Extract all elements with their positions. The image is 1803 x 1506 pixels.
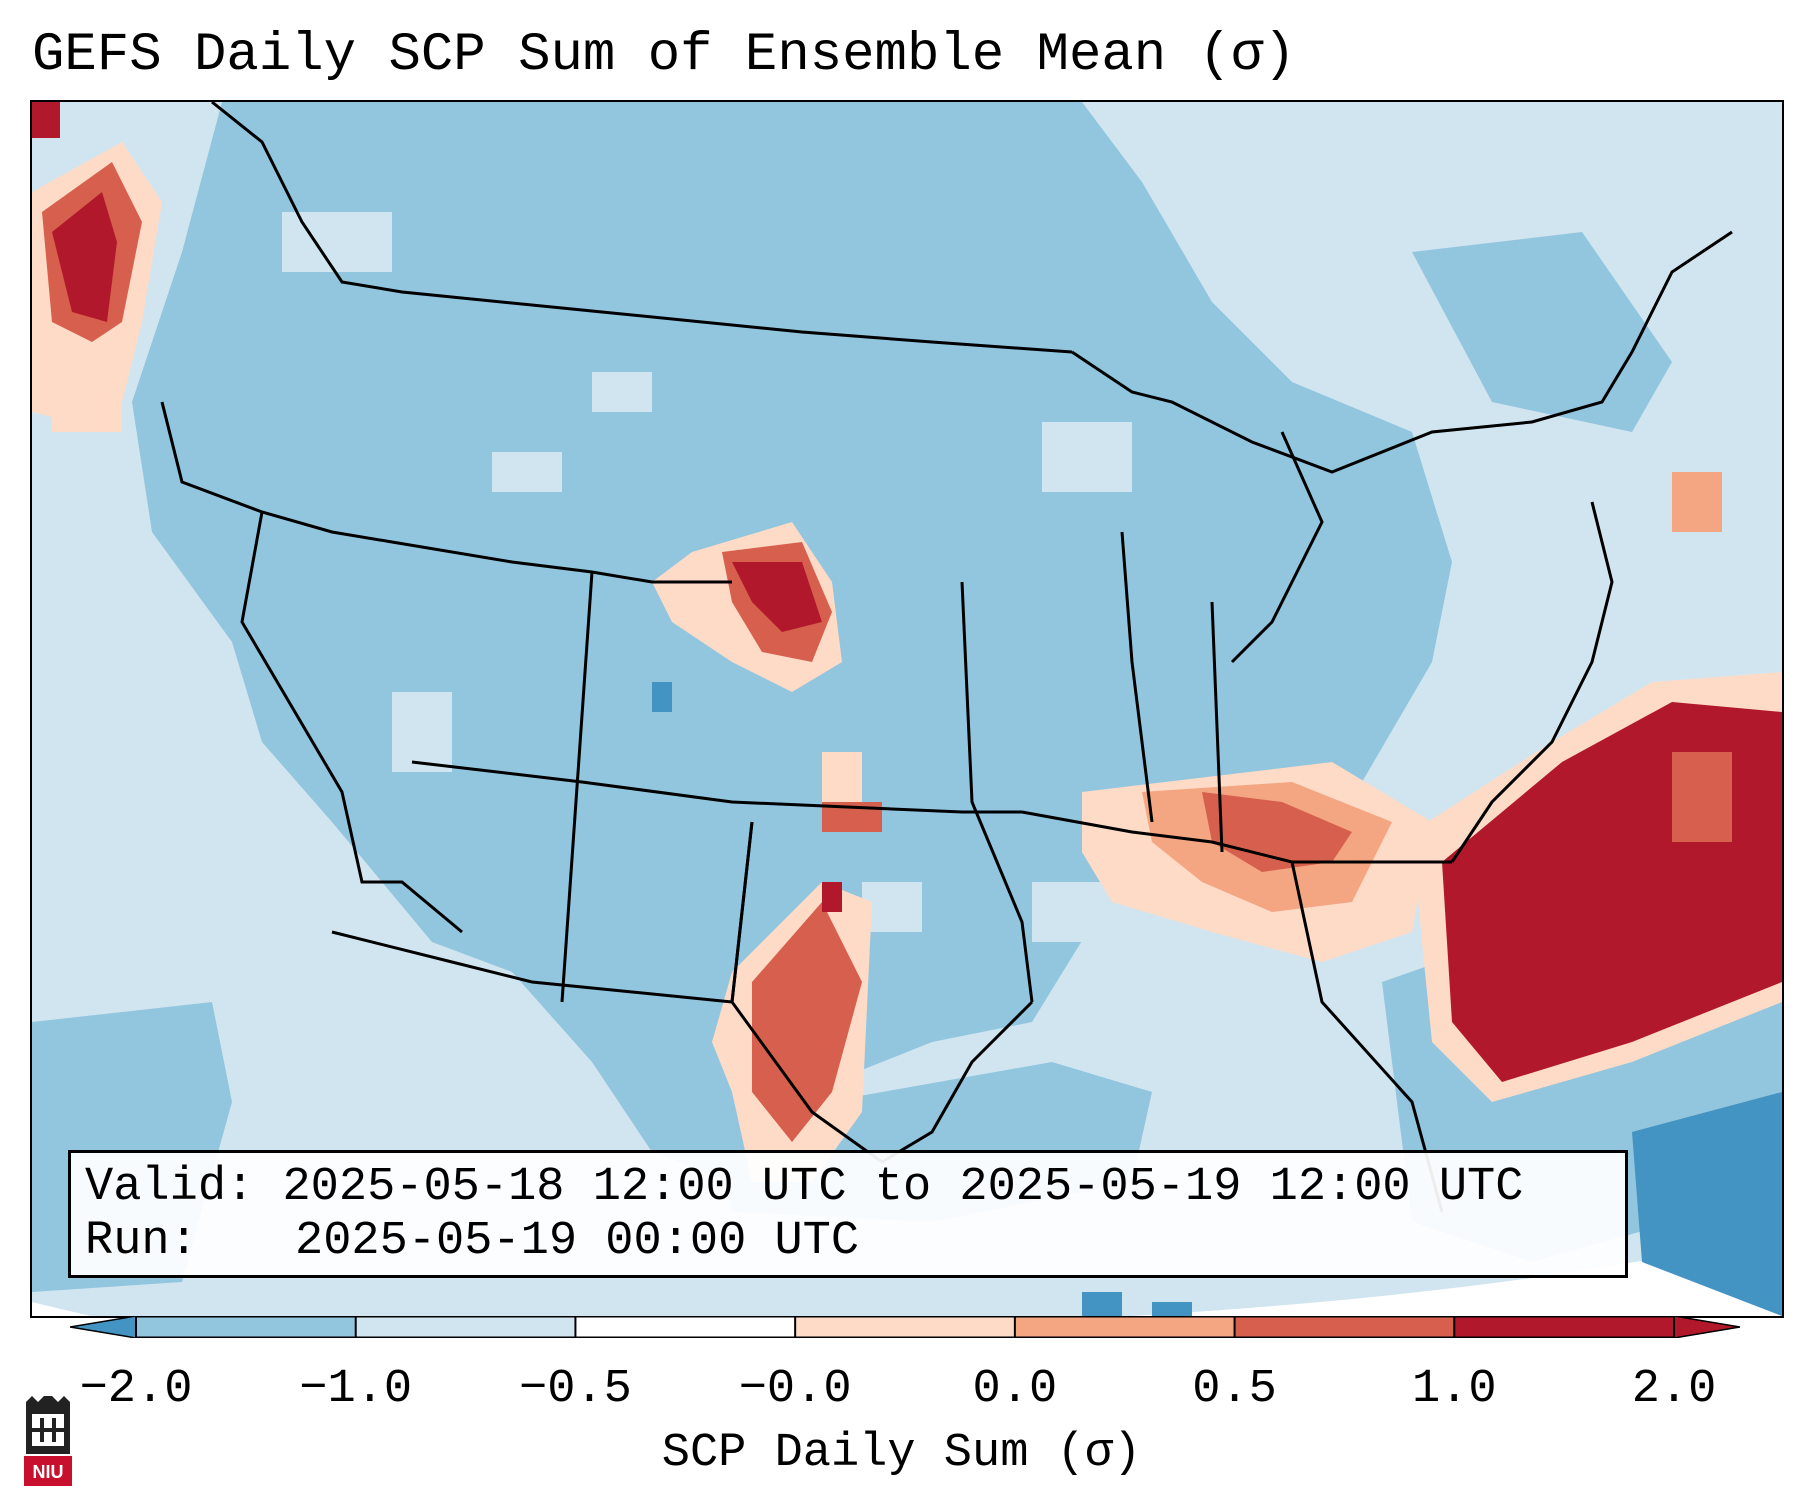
colorbar-segment <box>575 1316 796 1338</box>
political-borders <box>160 102 1733 1213</box>
light-patch <box>392 692 452 772</box>
pos-oklahoma-weak <box>822 752 862 802</box>
light-patch <box>1042 422 1132 492</box>
colorbar-segment <box>355 1316 576 1338</box>
pos-pacific-corner <box>32 102 60 138</box>
pos-atlantic-mid <box>1672 752 1732 842</box>
great-lakes-border <box>1071 230 1733 474</box>
colorbar-extend-max <box>1673 1316 1740 1338</box>
pos-southeast-strong <box>1202 792 1352 872</box>
light-patch <box>282 212 392 272</box>
south-row <box>1021 810 1452 864</box>
miss-river <box>1120 531 1154 823</box>
light-patch <box>1032 882 1112 942</box>
pos-plains-max <box>732 562 822 632</box>
scp-field-map <box>32 102 1782 1316</box>
pos-pacific-tail <box>52 382 122 432</box>
pos-texas-mid <box>752 902 862 1142</box>
pos-newengland <box>1672 472 1722 532</box>
chart-title: GEFS Daily SCP Sum of Ensemble Mean (σ) <box>32 25 1296 86</box>
colorbar-segment <box>795 1316 1016 1338</box>
valid-run-info-box: Valid: 2025-05-18 12:00 UTC to 2025-05-1… <box>68 1150 1628 1278</box>
valid-line: Valid: 2025-05-18 12:00 UTC to 2025-05-1… <box>85 1161 1611 1215</box>
plains-boundary <box>960 581 1034 1003</box>
colorbar-tick-label: 2.0 <box>1631 1363 1717 1416</box>
colorbar-extend-min <box>70 1316 137 1338</box>
colorbar-tick-label: 1.0 <box>1411 1363 1497 1416</box>
light-patch <box>492 452 562 492</box>
light-patch <box>592 372 652 412</box>
map-panel <box>30 100 1784 1318</box>
colorbar-segment <box>136 1316 357 1338</box>
canada-border <box>211 102 1073 354</box>
colorbar <box>70 1316 1740 1338</box>
colorbar-tick-label: 0.0 <box>972 1363 1058 1416</box>
colorbar-tick-label: −0.5 <box>519 1363 632 1416</box>
colorbar-segment <box>1234 1316 1455 1338</box>
utah-az <box>560 571 594 1003</box>
colorbar-tick-label: −2.0 <box>79 1363 193 1416</box>
colorbar-tick-label: −1.0 <box>299 1363 413 1416</box>
colorbar-segment <box>1454 1316 1675 1338</box>
valid-label: Valid: <box>85 1161 255 1214</box>
run-line: Run: 2025-05-19 00:00 UTC <box>85 1215 1611 1269</box>
colorbar-tick-label: 0.5 <box>1192 1363 1277 1416</box>
colorbar-tick-label: −0.0 <box>738 1363 852 1416</box>
east-coast <box>1450 501 1614 863</box>
neg-strong-caribbean <box>1632 1092 1782 1316</box>
domain-edge-left <box>32 1302 91 1316</box>
colorbar-title: SCP Daily Sum (σ) <box>661 1427 1142 1480</box>
neg-strong-patch <box>652 682 672 712</box>
niu-logo: NIU <box>24 1396 72 1486</box>
neg-strong-patch <box>1082 1292 1122 1316</box>
west-boundary <box>240 511 463 934</box>
neg-mid-northeast <box>1412 232 1672 432</box>
central-row <box>411 760 1022 814</box>
michigan <box>1230 431 1324 664</box>
ms-al <box>1210 601 1224 853</box>
run-value: 2025-05-19 00:00 UTC <box>295 1215 860 1268</box>
pos-texas-max <box>822 882 842 912</box>
northern-tier <box>160 401 732 584</box>
logo-text: NIU <box>33 1462 64 1482</box>
light-patch <box>862 882 922 932</box>
pos-pacific-max <box>52 192 117 322</box>
domain-edge-right <box>1132 1232 1782 1316</box>
colorbar-outline <box>135 1316 1675 1338</box>
valid-value: 2025-05-18 12:00 UTC to 2025-05-19 12:00… <box>282 1161 1524 1214</box>
run-label: Run: <box>85 1215 198 1268</box>
neg-strong-patch <box>1152 1302 1192 1316</box>
colorbar-segment <box>1014 1316 1236 1338</box>
